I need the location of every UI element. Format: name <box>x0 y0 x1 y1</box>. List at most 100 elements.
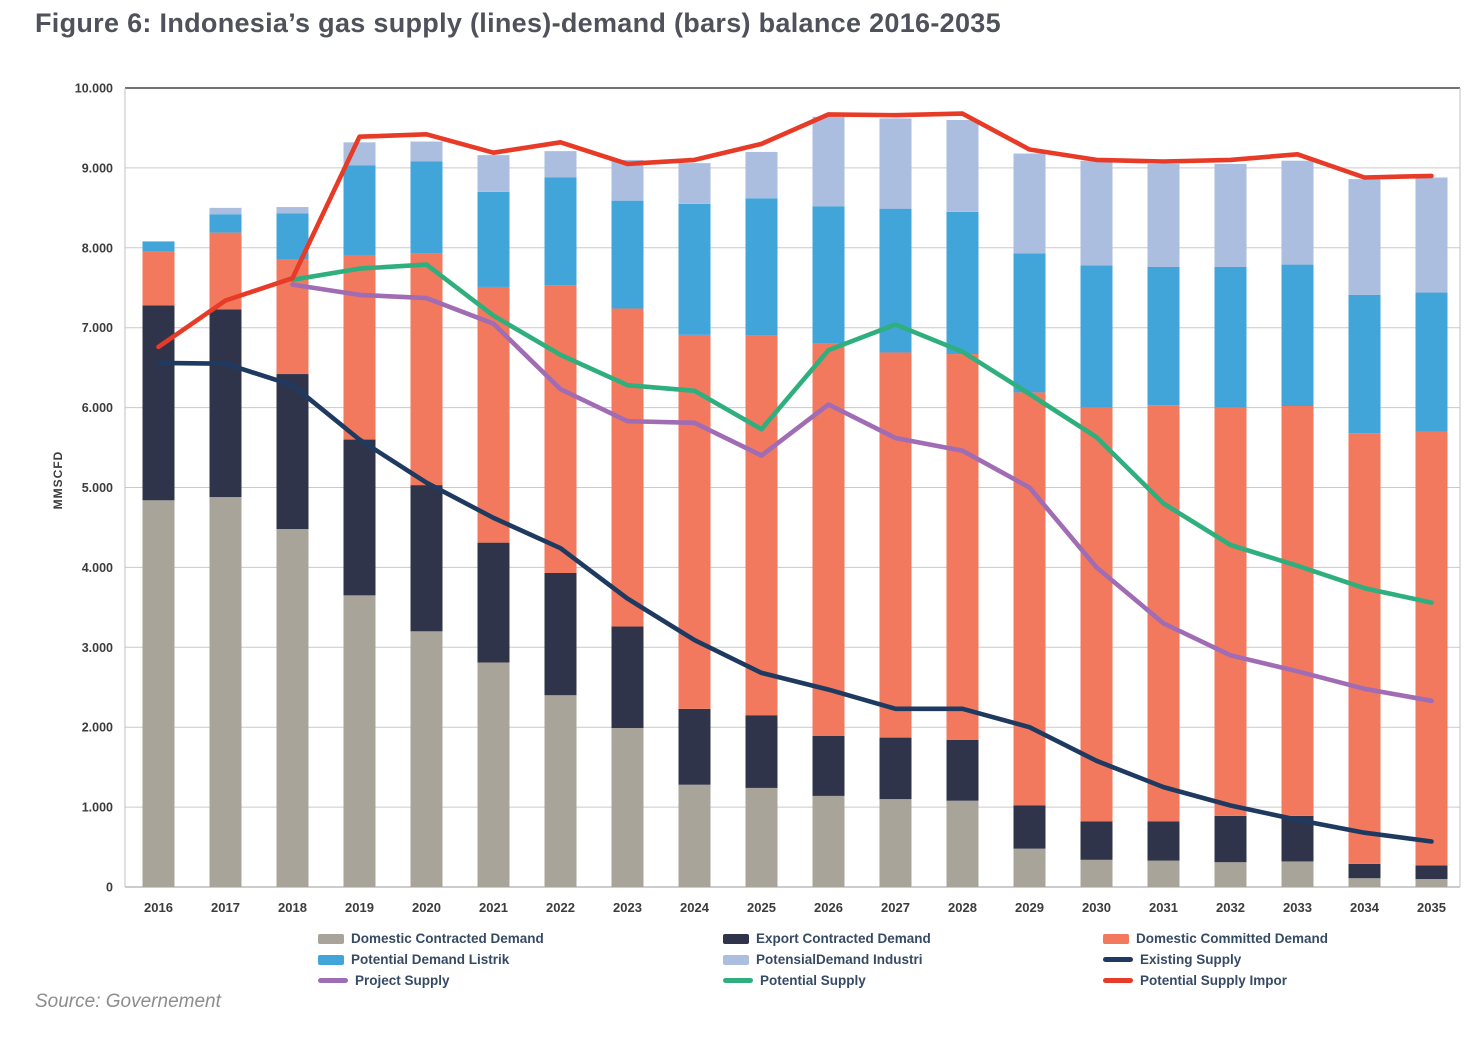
bar-segment-2031-potential-demand-listrik <box>1147 266 1180 406</box>
bar-segment-2023-domestic-contracted-demand <box>611 727 644 887</box>
bar-segment-2028-domestic-contracted-demand <box>946 800 979 887</box>
figure-title: Figure 6: Indonesia’s gas supply (lines)… <box>35 8 1001 38</box>
bar-segment-2027-export-contracted-demand <box>879 737 912 800</box>
source-note: Source: Governement <box>35 991 221 1012</box>
line-project-supply <box>290 282 1434 704</box>
bar-segment-2020-domestic-contracted-demand <box>410 631 443 887</box>
bar-segment-2031-domestic-contracted-demand <box>1147 860 1180 887</box>
bar-segment-2028-potential-demand-listrik <box>946 211 979 355</box>
bar-segment-2027-potensialdemand-industri <box>879 118 912 209</box>
bar-segment-2017-potensialdemand-industri <box>209 207 242 215</box>
bar-segment-2034-potential-demand-listrik <box>1348 294 1381 434</box>
bar-segment-2030-domestic-committed-demand <box>1080 407 1113 822</box>
y-tick-label: 8.000 <box>82 241 113 255</box>
x-tick-label: 2016 <box>144 900 173 915</box>
legend-item-project-supply: Project Supply <box>318 970 544 991</box>
bar-segment-2018-potensialdemand-industri <box>276 207 309 214</box>
bar-segment-2022-export-contracted-demand <box>544 572 577 696</box>
bar-segment-2026-potential-demand-listrik <box>812 206 845 344</box>
x-tick-label: 2033 <box>1283 900 1312 915</box>
bar-segment-2029-potential-demand-listrik <box>1013 253 1046 393</box>
legend-item-potensialdemand-industri: PotensialDemand Industri <box>723 949 931 970</box>
bar-segment-2016-domestic-contracted-demand <box>142 500 175 887</box>
legend-column: Export Contracted Demand PotensialDemand … <box>723 928 931 991</box>
legend-column: Domestic Contracted Demand Potential Dema… <box>318 928 544 991</box>
x-tick-label: 2026 <box>814 900 843 915</box>
bar-segment-2019-domestic-committed-demand <box>343 254 376 440</box>
line-existing-supply <box>156 360 1434 844</box>
legend-label: Project Supply <box>355 973 450 988</box>
bar-segment-2016-domestic-committed-demand <box>142 251 175 306</box>
x-tick-label: 2017 <box>211 900 240 915</box>
bar-segment-2024-domestic-contracted-demand <box>678 784 711 887</box>
chart-legend: Domestic Contracted Demand Potential Dema… <box>0 928 1482 994</box>
bar-segment-2018-domestic-contracted-demand <box>276 529 309 887</box>
bar-segment-2028-potensialdemand-industri <box>946 119 979 212</box>
bar-swatch-icon <box>723 954 749 965</box>
legend-item-potential-supply-impor: Potential Supply Impor <box>1103 970 1328 991</box>
legend-label: Potential Demand Listrik <box>351 952 510 967</box>
chart-area: 0 1.000 2.000 3.000 4.000 5.000 6.000 7.000 8.00… <box>0 60 1482 930</box>
bar-segment-2029-export-contracted-demand <box>1013 805 1046 849</box>
bar-segment-2026-potensialdemand-industri <box>812 116 845 207</box>
y-tick-label: 9.000 <box>82 161 113 175</box>
x-tick-label: 2020 <box>412 900 441 915</box>
bar-segment-2025-potential-demand-listrik <box>745 198 778 336</box>
legend-label: Domestic Contracted Demand <box>351 931 544 946</box>
bar-swatch-icon <box>318 954 344 965</box>
legend-label: Existing Supply <box>1140 952 1242 967</box>
y-tick-label: 5.000 <box>82 481 113 495</box>
bar-segment-2021-domestic-committed-demand <box>477 286 510 543</box>
bar-segment-2021-export-contracted-demand <box>477 542 510 663</box>
line-swatch-icon <box>1103 957 1133 962</box>
bar-segment-2025-domestic-contracted-demand <box>745 787 778 887</box>
bar-segment-2025-domestic-committed-demand <box>745 335 778 716</box>
bar-segment-2035-potential-demand-listrik <box>1415 292 1448 432</box>
bar-segment-2034-domestic-contracted-demand <box>1348 878 1381 887</box>
bar-segment-2022-potensialdemand-industri <box>544 151 577 178</box>
bar-segment-2024-export-contracted-demand <box>678 708 711 785</box>
bar-segment-2031-export-contracted-demand <box>1147 821 1180 861</box>
bar-segment-2023-export-contracted-demand <box>611 626 644 728</box>
bar-segment-2033-potensialdemand-industri <box>1281 160 1314 265</box>
bar-segment-2021-domestic-contracted-demand <box>477 662 510 887</box>
bar-segment-2022-domestic-contracted-demand <box>544 695 577 887</box>
bar-segment-2035-domestic-contracted-demand <box>1415 879 1448 887</box>
legend-label: Domestic Committed Demand <box>1136 931 1329 946</box>
legend-label: PotensialDemand Industri <box>756 952 923 967</box>
x-tick-label: 2029 <box>1015 900 1044 915</box>
bar-segment-2035-export-contracted-demand <box>1415 865 1448 880</box>
legend-item-existing-supply: Existing Supply <box>1103 949 1328 970</box>
legend-item-domestic-contracted-demand: Domestic Contracted Demand <box>318 928 544 949</box>
bar-segment-2029-domestic-committed-demand <box>1013 392 1046 806</box>
x-tick-label: 2024 <box>680 900 710 915</box>
y-tick-label: 3.000 <box>82 641 113 655</box>
bar-segment-2022-domestic-committed-demand <box>544 285 577 573</box>
y-tick-label: 10.000 <box>75 82 113 96</box>
x-tick-label: 2028 <box>948 900 977 915</box>
bar-swatch-icon <box>318 933 344 944</box>
bar-segment-2016-export-contracted-demand <box>142 305 175 501</box>
bar-segment-2032-domestic-committed-demand <box>1214 407 1247 816</box>
bar-segment-2032-potensialdemand-industri <box>1214 163 1247 267</box>
bar-segment-2029-potensialdemand-industri <box>1013 153 1046 254</box>
bar-swatch-icon <box>1103 933 1129 944</box>
y-axis-title: MMSCFD <box>51 451 65 510</box>
x-tick-label: 2027 <box>881 900 910 915</box>
bar-segment-2026-export-contracted-demand <box>812 735 845 796</box>
bar-segment-2023-potensialdemand-industri <box>611 159 644 201</box>
bar-segment-2030-export-contracted-demand <box>1080 821 1113 860</box>
bar-segment-2019-potential-demand-listrik <box>343 165 376 255</box>
bar-swatch-icon <box>723 933 749 944</box>
x-tick-label: 2018 <box>278 900 307 915</box>
y-tick-label: 2.000 <box>82 721 113 735</box>
bar-segment-2032-potential-demand-listrik <box>1214 266 1247 408</box>
legend-item-domestic-committed-demand: Domestic Committed Demand <box>1103 928 1328 949</box>
bar-segment-2017-domestic-contracted-demand <box>209 497 242 887</box>
legend-item-export-contracted-demand: Export Contracted Demand <box>723 928 931 949</box>
bar-segment-2032-export-contracted-demand <box>1214 815 1247 863</box>
bar-segment-2030-potential-demand-listrik <box>1080 265 1113 408</box>
bar-segment-2025-potensialdemand-industri <box>745 151 778 199</box>
bar-segment-2033-domestic-contracted-demand <box>1281 861 1314 887</box>
legend-label: Potential Supply <box>760 973 866 988</box>
